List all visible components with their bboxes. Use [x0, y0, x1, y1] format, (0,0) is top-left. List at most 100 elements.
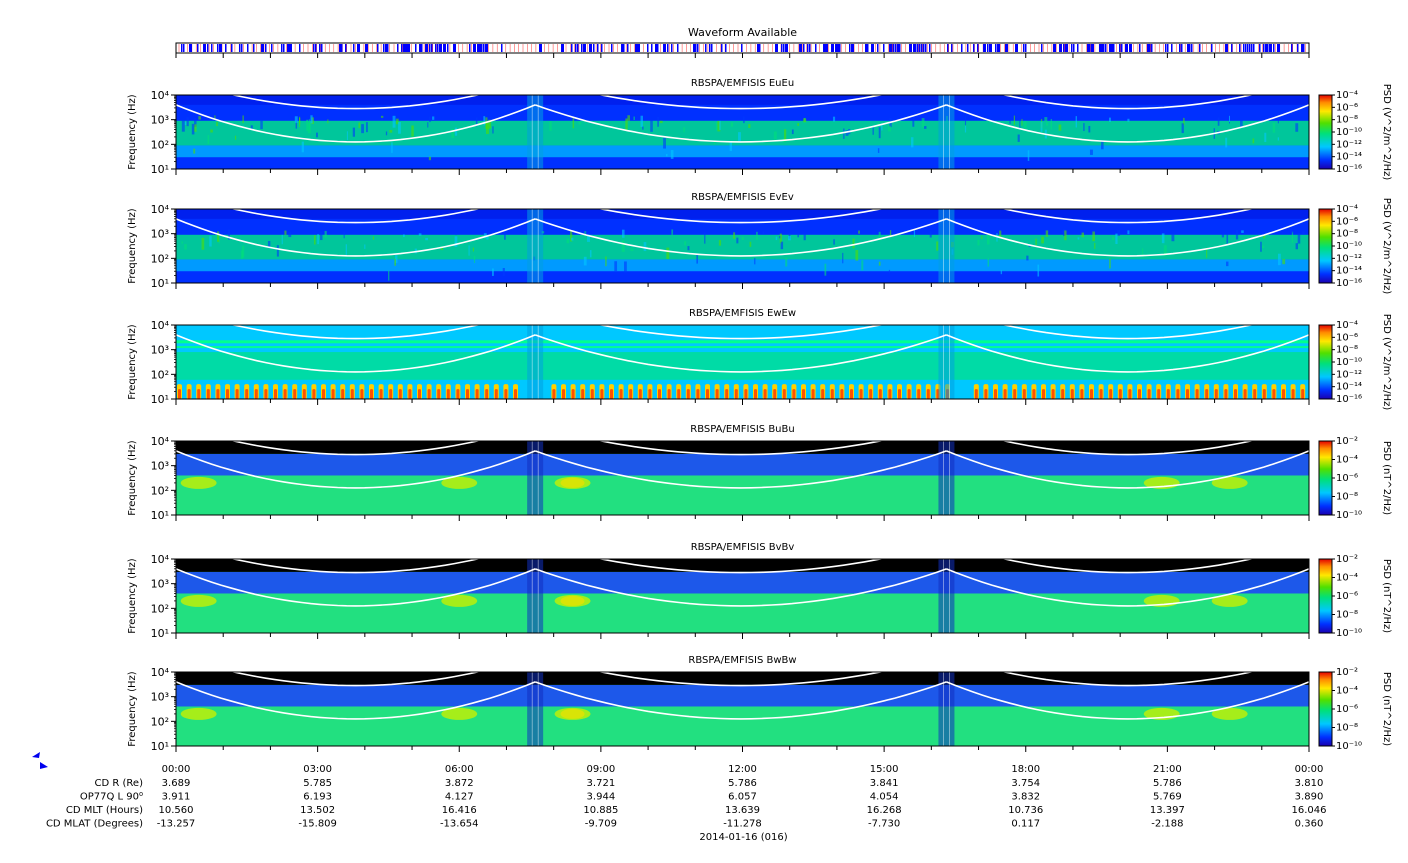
waveform-mark: [231, 44, 233, 52]
ephemeris-label: CD R (Re): [95, 778, 144, 789]
colorbar-tick-label: 10⁻⁴: [1336, 455, 1358, 466]
colorbar-tick-label: 10⁻⁶: [1336, 473, 1358, 484]
waveform-mark: [655, 44, 658, 52]
panel-title: RBSPA/EMFISIS EuEu: [691, 78, 794, 89]
colorbar-tick-label: 10⁻¹⁰: [1336, 241, 1362, 252]
xtick-label: 00:00: [162, 764, 191, 775]
waveform-mark: [435, 44, 437, 52]
colorbar-tick-label: 10⁻¹²: [1336, 253, 1362, 264]
colorbar-tick-label: 10⁻⁶: [1336, 102, 1358, 113]
waveform-mark: [403, 44, 406, 52]
waveform-mark: [877, 44, 879, 52]
waveform-mark: [401, 44, 403, 52]
waveform-mark: [407, 44, 410, 52]
waveform-mark: [1303, 44, 1305, 52]
waveform-mark: [419, 44, 422, 52]
colorbar-label: PSD (V^2/m^2/Hz): [1381, 314, 1392, 411]
waveform-mark: [997, 44, 1000, 52]
waveform-mark: [809, 44, 811, 52]
waveform-title: Waveform Available: [688, 26, 797, 39]
ephemeris-value: 4.054: [870, 792, 899, 803]
ephemeris-label: OP77Q L 90⁰: [80, 792, 143, 803]
yaxis-label: Frequency (Hz): [127, 208, 138, 284]
waveform-mark: [481, 44, 483, 52]
waveform-mark: [1119, 44, 1121, 52]
waveform-mark: [1091, 44, 1094, 52]
ephemeris-value: 4.127: [445, 792, 474, 803]
waveform-mark: [353, 44, 355, 52]
waveform-mark: [1265, 44, 1268, 52]
waveform-mark: [1243, 44, 1245, 52]
waveform-mark: [917, 44, 919, 52]
colorbar-tick-label: 10⁻²: [1336, 667, 1358, 678]
waveform-mark: [377, 44, 379, 52]
waveform-mark: [995, 44, 997, 52]
ephemeris-value: -7.730: [868, 819, 900, 830]
colorbar-tick-label: 10⁻⁴: [1336, 573, 1358, 584]
waveform-mark: [741, 44, 743, 52]
waveform-mark: [469, 44, 471, 52]
waveform-mark: [1129, 44, 1132, 52]
waveform-mark: [575, 44, 577, 52]
panel-title: RBSPA/EMFISIS EvEv: [691, 192, 794, 203]
spectrogram-panel-1: RBSPA/EMFISIS EuEu 10⁴ 10³ 10² 10¹ Frequency …: [127, 78, 1392, 180]
ytick-label: 10³: [151, 228, 169, 241]
waveform-mark: [621, 44, 624, 52]
ephemeris-value: 5.786: [1153, 778, 1182, 789]
waveform-mark: [365, 44, 368, 52]
panel-title: RBSPA/EMFISIS EwEw: [689, 308, 796, 319]
waveform-mark: [807, 44, 809, 52]
waveform-mark: [1231, 44, 1233, 52]
time-navigation-arrows-icon[interactable]: [30, 750, 52, 770]
colorbar-tick-label: 10⁻¹⁴: [1336, 266, 1362, 277]
waveform-mark: [1181, 44, 1183, 52]
waveform-mark: [1269, 44, 1272, 52]
waveform-mark: [1071, 44, 1073, 52]
ytick-label: 10¹: [151, 277, 169, 290]
waveform-mark: [635, 44, 638, 52]
waveform-mark: [1073, 44, 1075, 52]
spectrogram-panel-6: RBSPA/EMFISIS BwBw 10⁴ 10³ 10² 10¹ Frequency …: [127, 655, 1392, 753]
gyrofrequency-curve: [534, 218, 947, 257]
waveform-mark: [721, 44, 723, 52]
panel-title: RBSPA/EMFISIS BvBv: [691, 542, 795, 553]
waveform-mark: [883, 44, 885, 52]
ytick-label: 10¹: [151, 740, 169, 753]
waveform-mark: [1245, 44, 1247, 52]
waveform-mark: [1149, 44, 1151, 52]
ephemeris-value: 3.911: [162, 792, 191, 803]
gyrofrequency-curve: [534, 450, 947, 489]
ephemeris-value: 10.736: [1008, 805, 1043, 816]
ytick-label: 10³: [151, 344, 169, 357]
colorbar-tick-label: 10⁻⁴: [1336, 686, 1358, 697]
waveform-mark: [415, 44, 417, 52]
waveform-mark: [1187, 44, 1190, 52]
ytick-label: 10³: [151, 691, 169, 704]
waveform-mark: [1151, 44, 1153, 52]
waveform-mark: [1171, 44, 1173, 52]
waveform-mark: [271, 44, 273, 52]
waveform-mark: [477, 44, 480, 52]
waveform-mark: [815, 44, 817, 52]
ephemeris-value: 13.639: [725, 805, 760, 816]
colorbar-tick-label: 10⁻¹⁶: [1336, 278, 1362, 289]
ephemeris-value: -11.278: [723, 819, 762, 830]
gyrofrequency-curve: [946, 104, 1309, 143]
ephemeris-value: 3.754: [1011, 778, 1040, 789]
colorbar-tick-label: 10⁻⁸: [1336, 723, 1358, 734]
colorbar-tick-label: 10⁻⁸: [1336, 229, 1358, 240]
colorbar: 10⁻² 10⁻⁴ 10⁻⁶ 10⁻⁸ 10⁻¹⁰ PSD (nT^2/Hz): [1318, 667, 1392, 752]
waveform-mark: [825, 44, 828, 52]
gyrofrequency-curve: [946, 450, 1309, 489]
colorbar-tick-label: 10⁻²: [1336, 554, 1358, 565]
waveform-mark: [443, 44, 446, 52]
waveform-mark: [211, 44, 213, 52]
waveform-mark: [601, 44, 603, 52]
waveform-mark: [1139, 44, 1141, 52]
waveform-mark: [835, 44, 838, 52]
ytick-label: 10⁴: [151, 553, 170, 566]
waveform-mark: [1101, 44, 1104, 52]
waveform-mark: [1189, 44, 1191, 52]
